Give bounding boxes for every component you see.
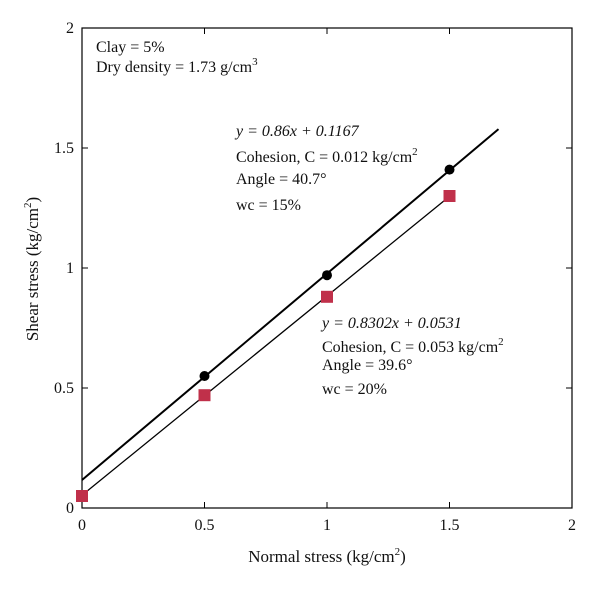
x-tick-label: 1.5: [440, 517, 460, 534]
fit-equation-15: y = 0.86x + 0.1167: [234, 123, 360, 140]
x-axis-label: Normal stress (kg/cm2): [248, 546, 406, 566]
point-series-2: [443, 190, 456, 202]
point-series-2: [198, 389, 211, 402]
data-points: [76, 164, 456, 502]
point-series-1: [444, 164, 455, 175]
wc-20: wc = 20%: [322, 381, 387, 398]
fit-equation-20: y = 0.8302x + 0.0531: [320, 315, 462, 332]
y-tick-label: 1: [66, 260, 74, 277]
point-series-2: [321, 290, 333, 303]
fit-line-1: [81, 128, 500, 481]
wc-15: wc = 15%: [236, 197, 301, 214]
y-tick: 2: [66, 20, 572, 37]
point-series-1: [199, 371, 210, 381]
fit-line-2: [81, 195, 450, 496]
x-tick: 0.5: [195, 28, 215, 534]
cohesion-15: Cohesion, C = 0.012 kg/cm2: [236, 146, 418, 166]
y-tick-label: 0.5: [54, 380, 74, 397]
x-tick: 1: [323, 28, 331, 534]
point-series-2: [76, 490, 88, 502]
dry-density-annotation: Dry density = 1.73 g/cm3: [96, 56, 258, 76]
cohesion-20: Cohesion, C = 0.053 kg/cm2: [322, 336, 504, 356]
x-tick: 2: [568, 28, 576, 534]
clay-annotation: Clay = 5%: [96, 39, 165, 56]
angle-15: Angle = 40.7°: [236, 171, 327, 188]
x-tick: 0: [78, 28, 86, 534]
x-tick: 1.5: [440, 28, 460, 534]
y-tick-label: 0: [66, 500, 74, 517]
y-tick: 0: [66, 500, 572, 517]
legend-annotations: Clay = 5% Dry density = 1.73 g/cm3 y = 0…: [96, 39, 504, 398]
axis-ticks: 0 0.5 1 1.5 2 0 0.5 1 1.5 2: [54, 20, 576, 534]
y-tick: 1.5: [54, 140, 572, 157]
fit-lines: [81, 128, 500, 496]
x-tick-label: 2: [568, 517, 576, 534]
y-tick: 1: [66, 260, 572, 277]
y-tick-label: 1.5: [54, 140, 74, 157]
y-tick-label: 2: [66, 20, 74, 37]
x-tick-label: 0: [78, 517, 86, 534]
angle-20: Angle = 39.6°: [322, 357, 413, 374]
y-tick: 0.5: [54, 380, 572, 397]
x-tick-label: 0.5: [195, 517, 215, 534]
point-series-1: [322, 270, 332, 281]
x-tick-label: 1: [323, 517, 331, 534]
y-axis-label: Shear stress (kg/cm2): [22, 197, 42, 341]
